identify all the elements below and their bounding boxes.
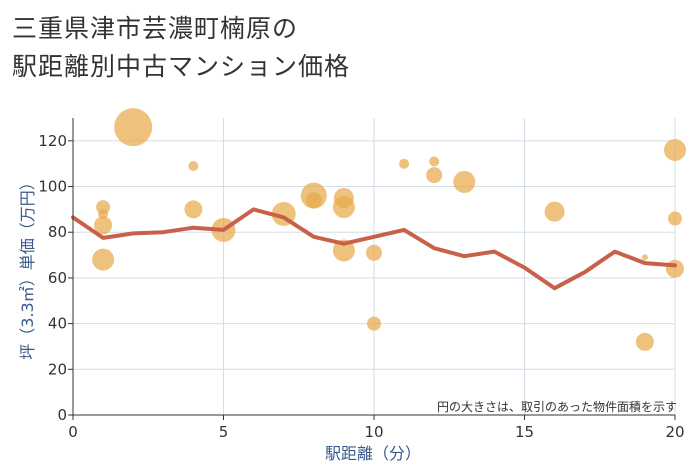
data-bubble — [666, 259, 684, 278]
data-bubble — [635, 332, 654, 351]
data-bubble — [305, 192, 322, 209]
y-tick-label: 100 — [38, 178, 67, 196]
y-tick-label: 120 — [38, 132, 67, 150]
data-bubble — [366, 244, 382, 261]
data-bubble — [429, 156, 440, 167]
y-tick-label: 60 — [48, 269, 67, 287]
title-line-2: 駅距離別中古マンション価格 — [12, 52, 351, 81]
average-price-line — [71, 207, 677, 291]
x-tick-label: 15 — [515, 423, 534, 441]
data-bubble — [399, 158, 410, 169]
data-bubble — [114, 108, 153, 147]
title-line-1: 三重県津市芸濃町楠原の — [12, 14, 299, 43]
data-bubble — [453, 170, 476, 193]
bubble-layer — [92, 108, 686, 351]
x-tick-label: 10 — [364, 423, 383, 441]
data-bubble — [184, 200, 203, 219]
data-bubble — [641, 254, 648, 261]
x-tick-label: 5 — [219, 423, 229, 441]
data-bubble — [332, 196, 355, 219]
average-line-layer — [71, 207, 677, 291]
data-bubble — [668, 211, 682, 226]
x-axis-title: 駅距離（分） — [325, 444, 421, 463]
y-tick-label: 80 — [48, 223, 67, 241]
y-tick-label: 40 — [48, 315, 67, 333]
grid-lines — [73, 118, 676, 415]
data-bubble — [426, 167, 443, 184]
axes — [68, 118, 676, 420]
data-bubble — [544, 201, 565, 222]
x-tick-label: 20 — [665, 423, 684, 441]
y-axis-title: 坪（3.3㎡）単価（万円） — [18, 174, 37, 359]
data-bubble — [92, 248, 115, 271]
chart-title: 三重県津市芸濃町楠原の 駅距離別中古マンション価格 — [12, 10, 350, 86]
data-bubble — [98, 208, 109, 219]
data-bubble — [94, 216, 113, 235]
tick-labels: 0 5 10 15 20 0 20 40 60 80 100 120 — [38, 132, 684, 441]
data-bubble — [367, 316, 381, 331]
data-bubble — [332, 239, 355, 262]
data-bubble — [664, 138, 686, 161]
data-bubble — [188, 160, 199, 171]
y-tick-label: 0 — [57, 406, 67, 424]
chart-note: 円の大きさは、取引のあった物件面積を示す — [437, 399, 677, 414]
x-tick-label: 0 — [68, 423, 78, 441]
y-tick-label: 20 — [48, 360, 67, 378]
